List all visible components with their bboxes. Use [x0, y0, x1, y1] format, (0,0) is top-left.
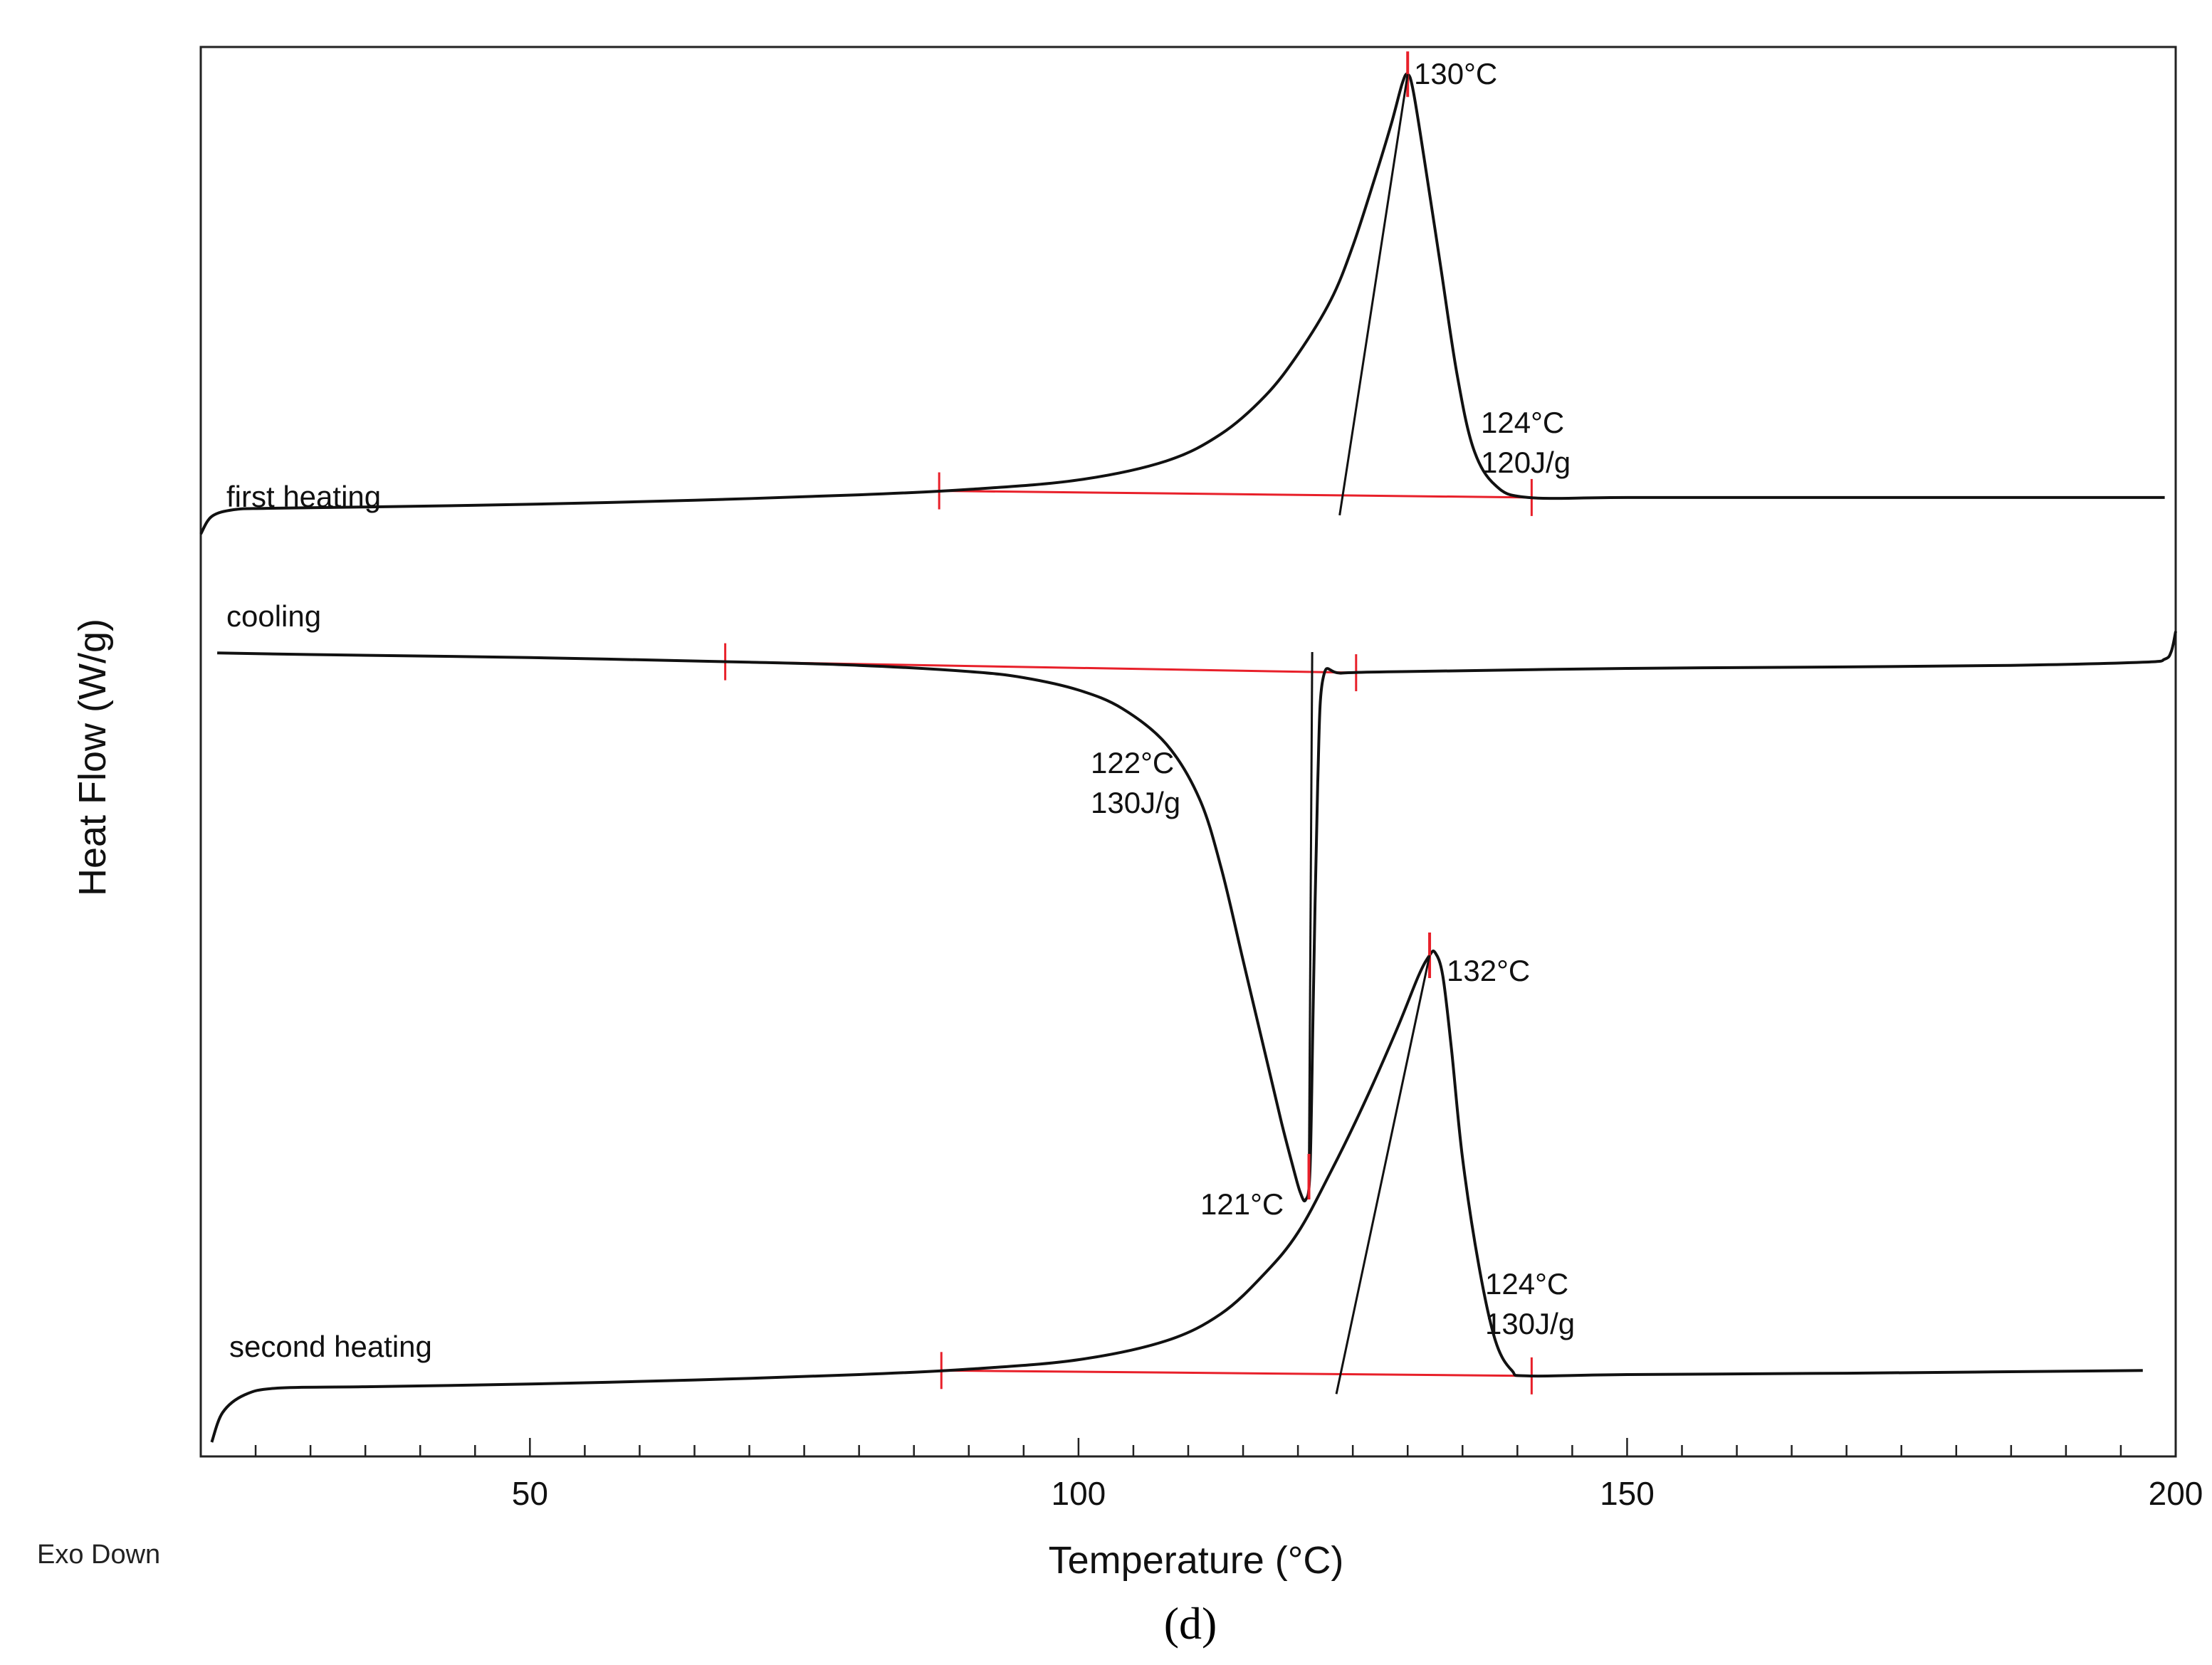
x-axis-ticks [254, 1438, 2177, 1456]
exo-direction-note: Exo Down [37, 1540, 160, 1570]
plot-border [199, 46, 2177, 1458]
annotation-onset-first-heating-temp: 124°C [1481, 406, 1564, 439]
integration-baselines [724, 472, 1533, 1394]
annotation-onset-second-heating-enthalpy: 130J/g [1485, 1307, 1575, 1340]
curves [199, 72, 2177, 1443]
annotation-onset-cooling-temp: 122°C [1091, 746, 1174, 779]
series-label-second-heating: second heating [229, 1330, 432, 1363]
x-axis-tick-labels: 50 100 150 200 [512, 1475, 2203, 1512]
annotation-onset-cooling-enthalpy: 130J/g [1091, 786, 1180, 819]
curve-cooling [217, 631, 2177, 1203]
baseline-line-0 [939, 490, 1532, 499]
curve-second-heating [210, 949, 2143, 1443]
x-tick-label-150: 150 [1600, 1475, 1655, 1512]
annotation-peak-cooling: 121°C [1200, 1187, 1284, 1221]
panel-label: (d) [1164, 1598, 1217, 1649]
onset-tangent-5 [1335, 955, 1431, 1394]
baseline-line-2 [941, 1369, 1532, 1377]
annotation-onset-first-heating-enthalpy: 120J/g [1481, 446, 1571, 479]
onset-tangent-1 [1338, 73, 1409, 516]
x-tick-label-100: 100 [1052, 1475, 1106, 1512]
plot-frame [199, 46, 2177, 1458]
curve-first-heating [199, 72, 2165, 535]
annotation-peak-first-heating: 130°C [1414, 57, 1497, 90]
x-axis-title: Temperature (°C) [1049, 1539, 1344, 1582]
onset-tangent-2 [1308, 651, 1314, 1177]
series-label-cooling: cooling [226, 599, 321, 633]
annotation-markers [1307, 51, 1432, 1394]
annotation-peak-second-heating: 132°C [1447, 954, 1530, 987]
x-tick-label-200: 200 [2149, 1475, 2203, 1512]
x-tick-label-50: 50 [512, 1475, 548, 1512]
series-label-first-heating: first heating [226, 480, 381, 513]
annotation-onset-second-heating-temp: 124°C [1485, 1267, 1568, 1301]
y-axis-title: Heat Flow (W/g) [71, 619, 114, 896]
